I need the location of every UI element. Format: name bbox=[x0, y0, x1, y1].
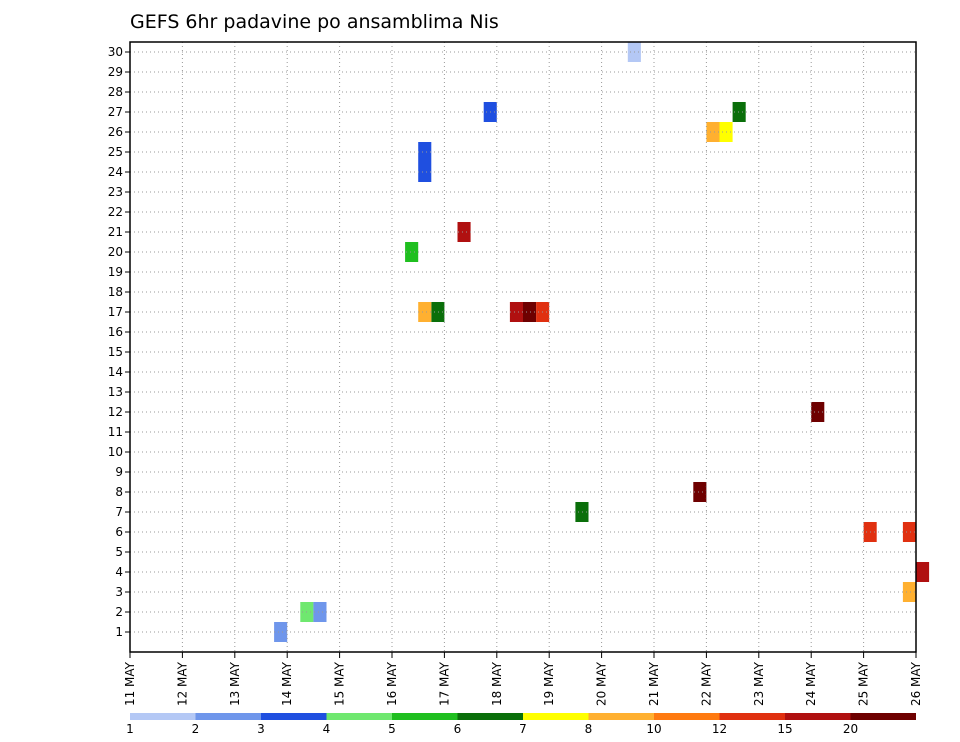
x-tick-label: 14 MAY bbox=[280, 661, 294, 706]
legend-swatch bbox=[588, 713, 654, 720]
x-tick-label: 18 MAY bbox=[490, 661, 504, 706]
heatmap-cell bbox=[418, 142, 432, 162]
y-tick-label: 19 bbox=[108, 265, 123, 279]
y-tick-label: 15 bbox=[108, 345, 123, 359]
heatmap-cell bbox=[732, 102, 746, 122]
y-tick-label: 27 bbox=[108, 105, 123, 119]
y-axis: 1234567891011121314151617181920212223242… bbox=[108, 45, 130, 639]
legend-swatch bbox=[457, 713, 523, 720]
x-tick-label: 23 MAY bbox=[752, 661, 766, 706]
legend-swatch bbox=[785, 713, 851, 720]
grid-lines bbox=[130, 42, 916, 652]
x-tick-label: 21 MAY bbox=[647, 661, 661, 706]
x-tick-label: 16 MAY bbox=[385, 661, 399, 706]
heatmap-cell bbox=[902, 522, 916, 542]
legend-swatch bbox=[719, 713, 785, 720]
legend-label: 1 bbox=[126, 722, 134, 736]
heatmap-cell bbox=[313, 602, 327, 622]
legend-label: 15 bbox=[777, 722, 792, 736]
legend-label: 5 bbox=[388, 722, 396, 736]
y-tick-label: 30 bbox=[108, 45, 123, 59]
y-tick-label: 13 bbox=[108, 385, 123, 399]
legend-swatch bbox=[130, 713, 196, 720]
y-tick-label: 23 bbox=[108, 185, 123, 199]
heatmap-cell bbox=[523, 302, 537, 322]
heatmap-cell bbox=[457, 222, 471, 242]
x-tick-label: 24 MAY bbox=[804, 661, 818, 706]
heatmap-cell bbox=[418, 302, 432, 322]
y-tick-label: 24 bbox=[108, 165, 123, 179]
y-tick-label: 10 bbox=[108, 445, 123, 459]
y-tick-label: 21 bbox=[108, 225, 123, 239]
heatmap-cells bbox=[274, 42, 930, 642]
y-tick-label: 14 bbox=[108, 365, 123, 379]
y-tick-label: 26 bbox=[108, 125, 123, 139]
legend-label: 12 bbox=[712, 722, 727, 736]
y-tick-label: 25 bbox=[108, 145, 123, 159]
heatmap-cell bbox=[575, 502, 589, 522]
legend-label: 20 bbox=[843, 722, 858, 736]
heatmap-cell bbox=[706, 122, 720, 142]
x-tick-label: 12 MAY bbox=[175, 661, 189, 706]
y-tick-label: 2 bbox=[115, 605, 123, 619]
x-tick-label: 13 MAY bbox=[228, 661, 242, 706]
x-tick-label: 26 MAY bbox=[909, 661, 923, 706]
y-tick-label: 11 bbox=[108, 425, 123, 439]
legend-label: 2 bbox=[192, 722, 200, 736]
heatmap-cell bbox=[418, 162, 432, 182]
legend-swatch bbox=[195, 713, 261, 720]
plot-frame bbox=[129, 41, 917, 653]
y-tick-label: 20 bbox=[108, 245, 123, 259]
legend-swatch bbox=[850, 713, 916, 720]
x-tick-label: 20 MAY bbox=[595, 661, 609, 706]
y-tick-label: 4 bbox=[115, 565, 123, 579]
heatmap-cell bbox=[431, 302, 445, 322]
y-tick-label: 5 bbox=[115, 545, 123, 559]
heatmap-cell bbox=[902, 582, 916, 602]
x-tick-label: 25 MAY bbox=[857, 661, 871, 706]
heatmap-cell bbox=[405, 242, 419, 262]
chart-title: GEFS 6hr padavine po ansamblima Nis bbox=[130, 11, 499, 33]
y-tick-label: 18 bbox=[108, 285, 123, 299]
x-tick-label: 22 MAY bbox=[699, 661, 713, 706]
heatmap-cell bbox=[509, 302, 523, 322]
y-tick-label: 12 bbox=[108, 405, 123, 419]
x-axis: 11 MAY 12 MAY 13 MAY 14 MAY 15 MAY 16 MAY 17 M… bbox=[123, 652, 923, 706]
x-tick-label: 11 MAY bbox=[123, 661, 137, 706]
heatmap-cell bbox=[274, 622, 288, 642]
legend-swatch bbox=[523, 713, 589, 720]
y-tick-label: 17 bbox=[108, 305, 123, 319]
heatmap-cell bbox=[811, 402, 825, 422]
legend-swatch bbox=[392, 713, 458, 720]
legend-label: 4 bbox=[323, 722, 331, 736]
y-tick-label: 8 bbox=[115, 485, 123, 499]
x-tick-label: 19 MAY bbox=[542, 661, 556, 706]
x-tick-label: 15 MAY bbox=[333, 661, 347, 706]
y-tick-label: 28 bbox=[108, 85, 123, 99]
legend-label: 3 bbox=[257, 722, 265, 736]
legend-swatch bbox=[654, 713, 720, 720]
y-tick-label: 16 bbox=[108, 325, 123, 339]
y-tick-label: 29 bbox=[108, 65, 123, 79]
y-tick-label: 3 bbox=[115, 585, 123, 599]
y-tick-label: 9 bbox=[115, 465, 123, 479]
legend-label: 8 bbox=[585, 722, 593, 736]
x-tick-label: 17 MAY bbox=[437, 661, 451, 706]
y-tick-label: 1 bbox=[115, 625, 123, 639]
y-tick-label: 6 bbox=[115, 525, 123, 539]
legend-label: 6 bbox=[454, 722, 462, 736]
heatmap-cell bbox=[693, 482, 707, 502]
heatmap-cell bbox=[916, 562, 930, 582]
legend-label: 10 bbox=[646, 722, 661, 736]
legend-label: 7 bbox=[519, 722, 527, 736]
y-tick-label: 7 bbox=[115, 505, 123, 519]
legend-swatch bbox=[261, 713, 327, 720]
legend-swatch bbox=[326, 713, 392, 720]
color-legend: 1 2 3 4 5 6 7 8 10 12 15 20 bbox=[126, 713, 916, 736]
y-tick-label: 22 bbox=[108, 205, 123, 219]
